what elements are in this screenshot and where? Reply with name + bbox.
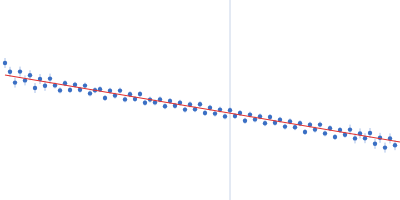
point <box>163 104 167 108</box>
point <box>58 88 62 92</box>
fit-line <box>5 75 400 142</box>
point <box>333 135 337 139</box>
point <box>88 91 92 95</box>
point <box>223 114 227 118</box>
point <box>368 131 372 135</box>
point <box>68 88 72 92</box>
point <box>303 130 307 134</box>
point <box>203 111 207 115</box>
point <box>383 145 387 149</box>
point <box>118 88 122 92</box>
point <box>283 124 287 128</box>
point <box>323 131 327 135</box>
point <box>28 73 32 77</box>
plot-area <box>3 0 400 200</box>
point <box>243 119 247 123</box>
chart <box>0 0 400 200</box>
point <box>268 115 272 119</box>
point <box>348 127 352 131</box>
point <box>8 70 12 74</box>
point <box>213 111 217 115</box>
point <box>43 84 47 88</box>
point <box>3 61 7 65</box>
point <box>318 122 322 126</box>
point <box>13 80 17 84</box>
point <box>373 142 377 146</box>
point <box>143 101 147 105</box>
point <box>393 143 397 147</box>
point <box>183 107 187 111</box>
error-bars <box>5 58 395 153</box>
point <box>18 69 22 73</box>
point <box>33 86 37 90</box>
point <box>228 108 232 112</box>
point <box>293 125 297 129</box>
point <box>83 83 87 87</box>
point <box>353 136 357 140</box>
point <box>123 97 127 101</box>
reference-line <box>230 0 231 200</box>
point <box>263 121 267 125</box>
points <box>3 61 397 150</box>
point <box>48 76 52 80</box>
point <box>138 92 142 96</box>
point <box>103 96 107 100</box>
point <box>198 102 202 106</box>
